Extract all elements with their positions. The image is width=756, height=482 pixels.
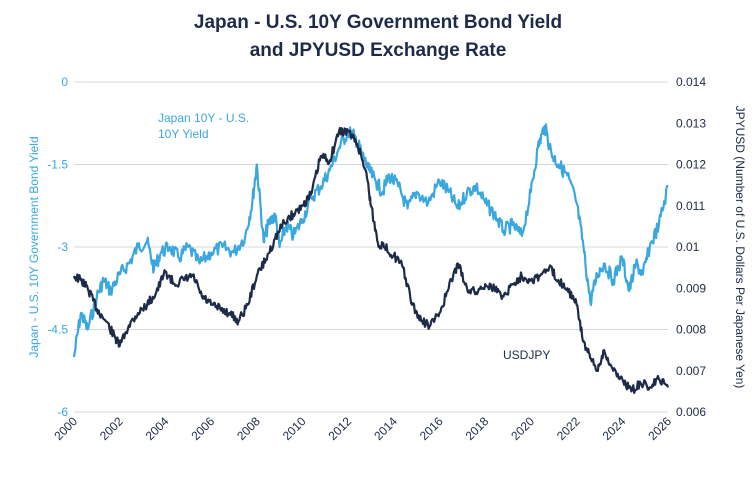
left-tick-label: -3 xyxy=(57,240,68,254)
series-label-yield-line2: 10Y Yield xyxy=(158,127,209,141)
chart-title-line1: Japan - U.S. 10Y Government Bond Yield xyxy=(194,12,562,33)
x-tick-label: 2008 xyxy=(234,414,263,443)
right-tick-label: 0.013 xyxy=(676,116,706,130)
right-axis-ticks: 0.014 0.013 0.012 0.011 0.01 0.009 0.008 0.007 0… xyxy=(676,75,706,419)
x-tick-label: 2026 xyxy=(645,414,674,443)
x-tick-label: 2006 xyxy=(188,414,217,443)
x-tick-label: 2018 xyxy=(463,414,492,443)
left-axis-title: Japan - U.S. 10Y Government Bond Yield xyxy=(27,136,41,357)
right-tick-label: 0.007 xyxy=(676,364,706,378)
x-tick-label: 2020 xyxy=(508,414,537,443)
right-tick-label: 0.011 xyxy=(676,199,705,213)
x-tick-label: 2024 xyxy=(600,414,629,443)
right-tick-label: 0.006 xyxy=(676,405,706,419)
series-line-yield-spread xyxy=(72,123,669,358)
right-tick-label: 0.01 xyxy=(676,240,700,254)
series-line-usdjpy xyxy=(72,126,670,394)
x-tick-label: 2000 xyxy=(51,414,80,443)
series-label-usdjpy: USDJPY xyxy=(503,348,550,362)
x-tick-label: 2014 xyxy=(371,414,400,443)
x-tick-label: 2004 xyxy=(143,414,172,443)
left-tick-label: -4.5 xyxy=(47,323,68,337)
right-tick-label: 0.014 xyxy=(676,75,706,89)
series-label-yield-line1: Japan 10Y - U.S. xyxy=(158,111,249,125)
right-tick-label: 0.012 xyxy=(676,158,706,172)
right-axis-title: JPYUSD (Number of U.S. Dollars Per Japan… xyxy=(733,106,747,389)
left-tick-label: -1.5 xyxy=(47,158,68,172)
x-tick-label: 2012 xyxy=(325,414,354,443)
x-tick-label: 2016 xyxy=(417,414,446,443)
right-tick-label: 0.009 xyxy=(676,281,706,295)
x-tick-label: 2010 xyxy=(280,414,309,443)
x-tick-label: 2002 xyxy=(97,414,126,443)
left-tick-label: -6 xyxy=(57,405,68,419)
x-tick-label: 2022 xyxy=(554,414,583,443)
left-tick-label: 0 xyxy=(61,75,68,89)
chart-title-line2: and JPYUSD Exchange Rate xyxy=(250,40,507,61)
left-axis-ticks: 0 -1.5 -3 -4.5 -6 xyxy=(47,75,68,419)
x-axis-ticks: 2000 2002 2004 2006 2008 2010 2012 2014 2016 2018… xyxy=(51,414,674,443)
right-tick-label: 0.008 xyxy=(676,323,706,337)
